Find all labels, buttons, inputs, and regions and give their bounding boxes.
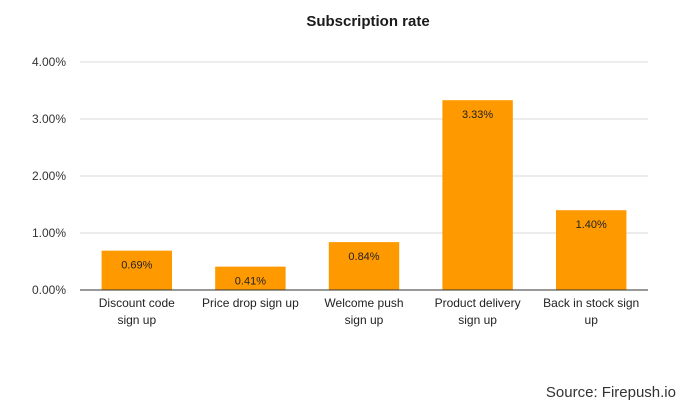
x-category-label-line: Welcome push <box>324 296 403 310</box>
x-category-label: Discount code sign up <box>99 296 175 327</box>
bar <box>555 210 627 290</box>
x-category-label-line: Back in stock sign <box>543 296 639 310</box>
data-label: 0.84% <box>348 251 379 263</box>
x-category-label-line: Price drop sign up <box>202 296 299 310</box>
x-category-label: Price drop sign up <box>202 296 299 310</box>
gridlines <box>80 61 648 234</box>
bars <box>101 100 627 290</box>
y-tick-label: 4.00% <box>32 55 66 69</box>
bar <box>442 100 513 290</box>
x-category-label-line: sign up <box>458 313 497 327</box>
x-category-label-line: Discount code <box>99 296 175 310</box>
y-tick-label: 2.00% <box>32 169 66 183</box>
x-category-label: Back in stock sign up <box>543 296 639 327</box>
x-category-label: Welcome push sign up <box>324 296 403 327</box>
data-label: 1.40% <box>576 219 607 231</box>
y-tick-label: 3.00% <box>32 112 66 126</box>
x-category-label-line: sign up <box>345 313 384 327</box>
x-category-label-line: up <box>585 313 599 327</box>
data-label: 3.33% <box>462 109 493 121</box>
y-tick-label: 0.00% <box>32 283 66 297</box>
x-axis-categories: Discount code sign up Price drop sign up We… <box>99 296 639 327</box>
data-label: 0.69% <box>121 260 152 272</box>
y-axis-ticks: 0.00% 1.00% 2.00% 3.00% 4.00% <box>32 55 66 297</box>
x-category-label-line: sign up <box>117 313 156 327</box>
chart-title: Subscription rate <box>306 13 429 30</box>
x-category-label-line: Product delivery <box>435 296 521 310</box>
bar <box>215 266 286 290</box>
bar <box>328 242 400 290</box>
bar <box>101 250 173 290</box>
data-labels: 0.69% 0.41% 0.84% 3.33% 1.40% <box>121 109 607 287</box>
y-tick-label: 1.00% <box>32 226 66 240</box>
source-credit: Source: Firepush.io <box>545 384 676 401</box>
data-label: 0.41% <box>235 276 266 288</box>
x-category-label: Product delivery sign up <box>435 296 521 327</box>
